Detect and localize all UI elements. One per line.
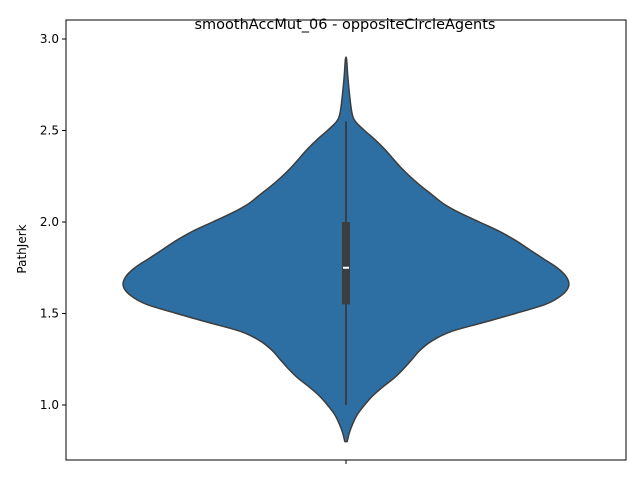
y-tick-label: 3.0: [40, 32, 59, 46]
y-tick-label: 1.0: [40, 398, 59, 412]
y-tick-label: 1.5: [40, 307, 59, 321]
y-axis-label: PathJerk: [15, 224, 29, 273]
y-tick-label: 2.5: [40, 124, 59, 138]
box-iqr: [342, 222, 350, 305]
y-tick-label: 2.0: [40, 215, 59, 229]
box-layer: [342, 121, 350, 405]
tick-layer: 1.0 1.5 2.0 2.5 3.0: [40, 32, 347, 464]
chart-title: smoothAccMut_06 - oppositeCircleAgents: [195, 17, 496, 33]
